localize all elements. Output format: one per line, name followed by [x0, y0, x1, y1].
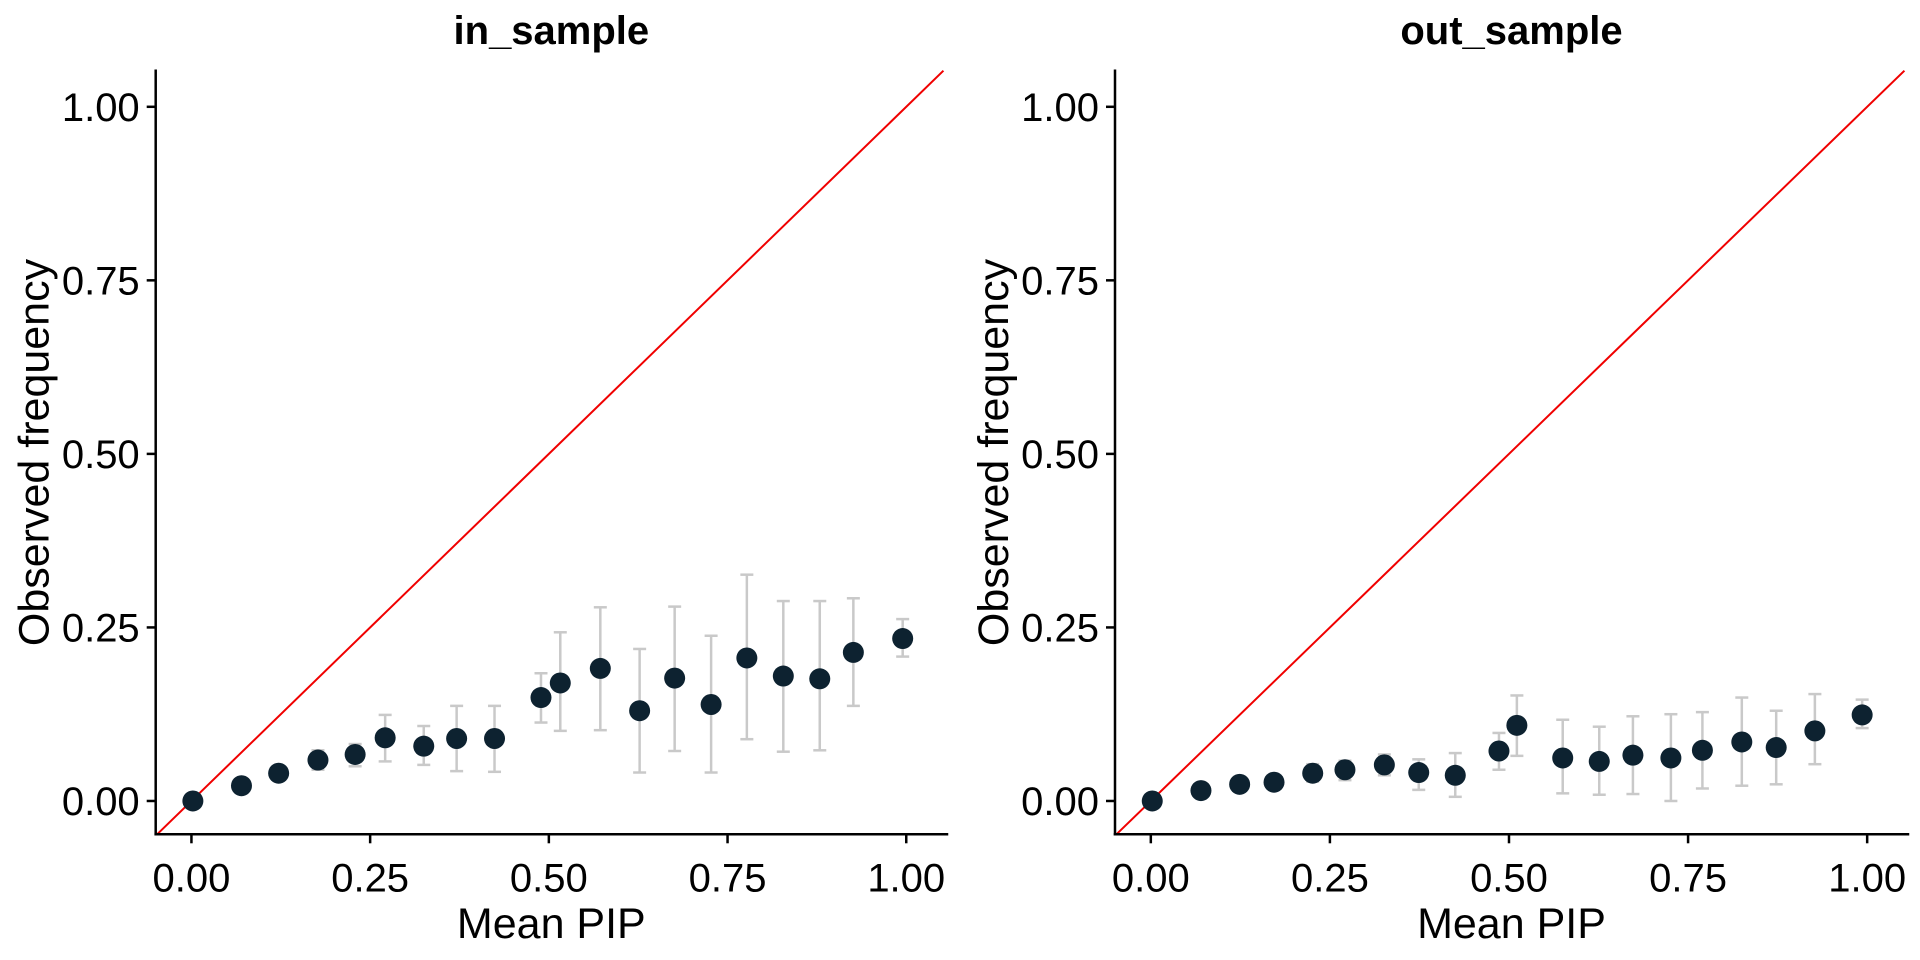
x-tick-label: 0.75: [1649, 856, 1727, 900]
y-tick-label: 0.25: [1021, 606, 1099, 650]
data-point: [446, 728, 468, 750]
x-tick-label: 0.00: [1112, 856, 1190, 900]
data-point: [1334, 759, 1356, 781]
data-point: [307, 749, 329, 771]
data-point: [1804, 720, 1826, 742]
panel-in_sample: 0.00 0.25 0.50 0.75 1.00 0.00 0.25 0.50 0.75 1.00…: [11, 9, 949, 948]
data-point: [892, 628, 914, 650]
y-tick-label: 0.50: [1021, 433, 1099, 477]
data-point: [344, 743, 366, 765]
data-point: [1660, 747, 1682, 769]
data-point: [413, 735, 435, 757]
data-point: [230, 775, 252, 797]
data-point: [1141, 790, 1163, 812]
data-point: [809, 668, 831, 690]
data-point: [484, 728, 506, 750]
data-point: [530, 687, 552, 709]
x-tick-label: 0.25: [1291, 856, 1369, 900]
y-tick-label: 1.00: [1021, 86, 1099, 130]
data-point: [182, 790, 204, 812]
data-point: [549, 672, 571, 694]
panel-title: out_sample: [1400, 9, 1622, 53]
identity-reference-line: [1115, 69, 1906, 836]
data-point: [1488, 740, 1510, 762]
data-point: [374, 727, 396, 749]
data-point: [1552, 747, 1574, 769]
y-axis-title: Observed frequency: [11, 258, 59, 646]
data-point: [1588, 750, 1610, 772]
y-tick-label: 1.00: [62, 86, 140, 130]
x-tick-label: 1.00: [1828, 856, 1906, 900]
data-point: [1765, 737, 1787, 759]
panel-title: in_sample: [454, 9, 650, 53]
x-tick-label: 0.75: [689, 856, 767, 900]
y-tick-label: 0.00: [62, 780, 140, 824]
x-tick-label: 1.00: [867, 856, 945, 900]
data-point: [1731, 731, 1753, 753]
data-point: [589, 657, 611, 679]
y-tick-label: 0.00: [1021, 780, 1099, 824]
y-axis-title: Observed frequency: [970, 258, 1018, 646]
x-axis-title: Mean PIP: [457, 900, 646, 948]
y-tick-label: 0.25: [62, 606, 140, 650]
data-point: [772, 665, 794, 687]
x-tick-label: 0.50: [510, 856, 588, 900]
x-axis-title: Mean PIP: [1417, 900, 1606, 948]
panel-out_sample: 0.00 0.25 0.50 0.75 1.00 0.00 0.25 0.50 0.75 1.00…: [970, 9, 1910, 948]
data-point: [736, 647, 758, 669]
data-point: [1506, 714, 1528, 736]
data-point: [1851, 704, 1873, 726]
x-tick-label: 0.25: [331, 856, 409, 900]
data-point: [1229, 773, 1251, 795]
data-point: [1691, 739, 1713, 761]
data-point: [1190, 780, 1212, 802]
data-point: [700, 693, 722, 715]
data-point: [1302, 762, 1324, 784]
x-tick-label: 0.00: [153, 856, 231, 900]
data-point: [629, 700, 651, 722]
data-point: [1622, 744, 1644, 766]
data-point: [664, 667, 686, 689]
point-layer: [1141, 704, 1873, 812]
y-tick-label: 0.50: [62, 433, 140, 477]
y-tick-label: 0.75: [1021, 259, 1099, 303]
point-layer: [182, 628, 914, 812]
data-point: [268, 762, 290, 784]
y-tick-label: 0.75: [62, 259, 140, 303]
data-point: [842, 641, 864, 663]
data-point: [1373, 754, 1395, 776]
x-tick-label: 0.50: [1470, 856, 1548, 900]
identity-reference-line: [156, 69, 945, 836]
data-point: [1444, 764, 1466, 786]
data-point: [1408, 762, 1430, 784]
data-point: [1263, 771, 1285, 793]
